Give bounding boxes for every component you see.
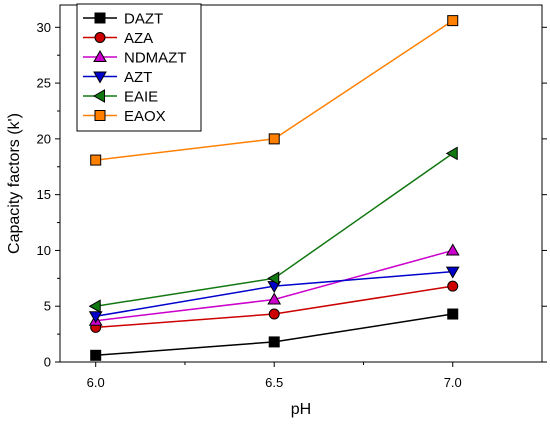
data-point xyxy=(267,292,282,305)
data-point xyxy=(88,311,103,324)
legend-label: EAIE xyxy=(124,89,158,106)
data-point xyxy=(268,308,280,320)
legend-label: NDMAZT xyxy=(124,50,187,67)
data-point xyxy=(267,271,280,286)
legend-marker xyxy=(92,89,105,103)
legend-label: AZT xyxy=(124,69,152,86)
legend-marker xyxy=(93,71,107,84)
x-axis-label: pH xyxy=(291,401,311,418)
legend-entry: AZA xyxy=(83,30,153,47)
legend-box xyxy=(76,3,202,132)
series-eaie xyxy=(88,146,458,314)
y-axis-label: Capacity factors (k') xyxy=(6,113,23,254)
legend-label: DAZT xyxy=(124,11,163,28)
data-point xyxy=(268,336,280,348)
legend-entry: AZT xyxy=(83,69,152,86)
data-point xyxy=(447,308,459,320)
data-point xyxy=(447,280,459,292)
y-tick-label: 10 xyxy=(37,243,51,258)
y-tick-label: 15 xyxy=(37,187,51,202)
data-point xyxy=(268,133,280,145)
y-tick-label: 5 xyxy=(44,299,51,314)
legend-entry: DAZT xyxy=(83,11,163,28)
legend-entry: EAIE xyxy=(83,89,158,106)
data-point xyxy=(88,299,101,314)
legend-entry: EAOX xyxy=(83,108,166,125)
y-tick-label: 25 xyxy=(37,76,51,91)
legend-marker xyxy=(94,12,106,24)
legend-entry: NDMAZT xyxy=(83,50,187,67)
x-tick-label: 6.5 xyxy=(265,375,283,390)
data-point xyxy=(445,266,460,279)
legend: DAZT AZA NDMAZT AZT EAIE EAOX xyxy=(76,3,202,132)
series-lines xyxy=(88,15,460,361)
data-point xyxy=(447,15,459,27)
plot-frame xyxy=(59,4,543,363)
x-tick-label: 7.0 xyxy=(444,375,462,390)
data-point xyxy=(90,349,102,361)
series-dazt xyxy=(90,308,459,361)
axes: 0 5 10 15 20 25 30 6.0 6.5 7.0 xyxy=(37,4,547,390)
y-tick-label: 0 xyxy=(44,355,51,370)
legend-marker xyxy=(94,32,106,43)
series-line xyxy=(95,313,453,357)
series-azt xyxy=(88,266,460,324)
legend-marker xyxy=(94,110,106,121)
data-point xyxy=(445,243,460,256)
series-eaox xyxy=(90,15,459,166)
y-tick-label: 20 xyxy=(37,131,51,146)
data-point xyxy=(445,146,458,161)
y-tick-label: 30 xyxy=(37,20,51,35)
data-point xyxy=(90,154,102,166)
legend-label: AZA xyxy=(124,30,153,47)
legend-label: EAOX xyxy=(124,108,166,125)
legend-marker xyxy=(93,49,107,62)
x-tick-label: 6.0 xyxy=(87,375,105,390)
